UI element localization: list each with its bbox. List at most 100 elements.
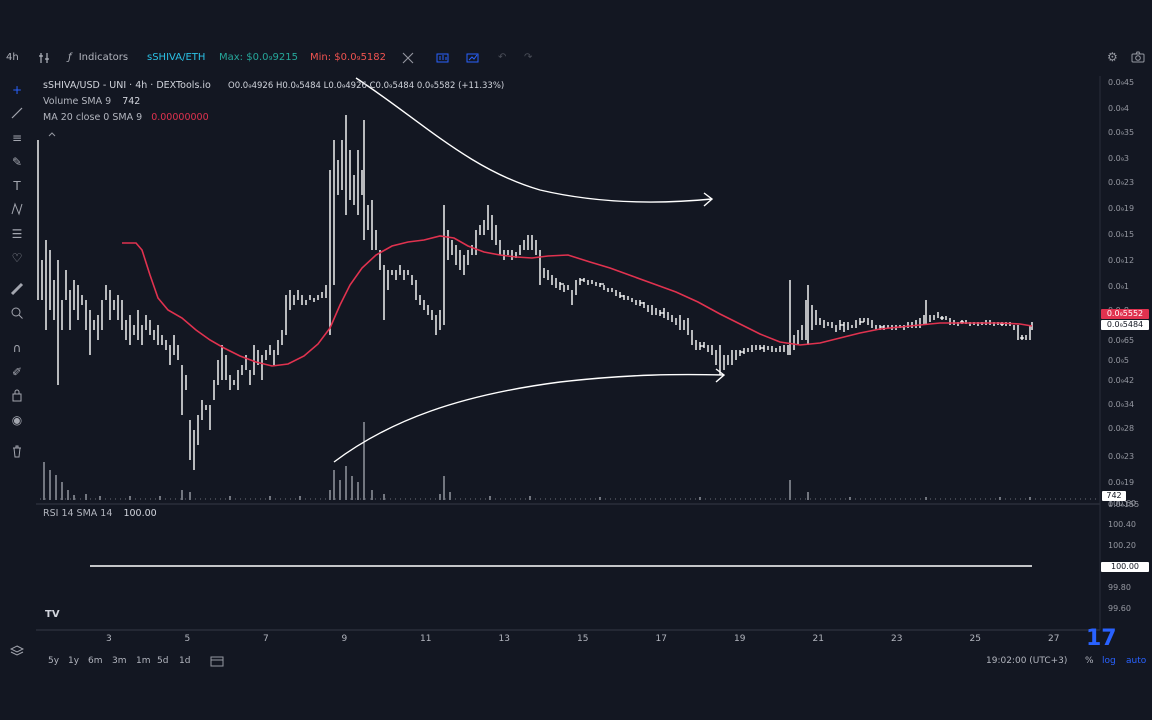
volume-bars: [43, 422, 1031, 500]
volume-label: Volume SMA 9: [43, 96, 112, 107]
time-axis-label: 25: [969, 634, 981, 644]
compare-icon[interactable]: [402, 52, 414, 67]
trash-icon[interactable]: [9, 444, 25, 460]
drawn-arrow-top-head: [703, 192, 714, 207]
price-axis-label: 0.0₉155: [1108, 500, 1140, 509]
drawing-toolbar: + ≡ ✎ T ☰ ♡ ∩ ✐ ◉: [0, 80, 34, 470]
time-axis-label: 5: [184, 634, 191, 644]
price-axis-label: 0.0₉5: [1108, 356, 1130, 365]
clock-time[interactable]: 19:02:00 (UTC+3): [986, 656, 1068, 666]
drawn-arrow-bottom: [333, 373, 725, 463]
low-value: L0.0₉4926: [323, 81, 367, 91]
top-toolbar: 4h ƒ Indicators sSHIVA/ETH Max: $0.0₉921…: [0, 46, 1152, 72]
max-price: Max: $0.0₉9215: [219, 52, 298, 63]
crosshair-icon[interactable]: +: [11, 83, 23, 97]
candles: [37, 115, 1033, 470]
ma-price-tag: 0.0₉5552: [1101, 309, 1149, 319]
lock-draw-icon[interactable]: ✐: [11, 365, 23, 379]
min-price: Min: $0.0₉5182: [310, 52, 387, 63]
price-axis-label: 0.0₉15: [1108, 230, 1135, 239]
range-button-1m[interactable]: 1m: [136, 656, 151, 666]
rsi-label: RSI 14 SMA 14: [43, 508, 113, 519]
log-toggle[interactable]: log: [1102, 656, 1116, 666]
heart-icon[interactable]: ♡: [11, 251, 23, 265]
pattern-icon[interactable]: [9, 202, 25, 218]
price-axis-label: 0.0₉65: [1108, 336, 1135, 345]
auto-toggle[interactable]: auto: [1126, 656, 1147, 666]
price-axis-label: 0.0₉45: [1108, 78, 1135, 87]
time-axis-label: 3: [106, 634, 112, 644]
ma-label: MA 20 close 0 SMA 9: [43, 112, 143, 123]
volume-tag: 742: [1102, 491, 1126, 501]
time-axis-label: 9: [341, 634, 348, 644]
range-button-3m[interactable]: 3m: [112, 656, 127, 666]
drawn-arrow-top: [355, 77, 713, 203]
line-chart-icon[interactable]: [466, 52, 479, 67]
time-axis-label: 15: [577, 634, 589, 644]
trendline-icon[interactable]: [9, 106, 25, 122]
eye-icon[interactable]: ◉: [11, 413, 23, 427]
ruler-icon[interactable]: [9, 282, 25, 298]
rsi-tag: 100.00: [1101, 562, 1149, 572]
moving-average-line: [122, 235, 1033, 367]
open-value: O0.0₉4926: [228, 81, 274, 91]
price-axis-label: 0.0₉42: [1108, 376, 1135, 385]
percent-toggle[interactable]: %: [1085, 656, 1094, 666]
text-icon[interactable]: T: [13, 179, 21, 193]
undo-icon[interactable]: ↶: [498, 52, 507, 63]
price-axis-label: 0.0₉35: [1108, 128, 1135, 137]
range-button-1d[interactable]: 1d: [179, 656, 191, 666]
volume-value: 742: [122, 96, 141, 107]
rsi-axis-label: 100.60: [1108, 499, 1136, 508]
rsi-axis-label: 99.80: [1108, 583, 1131, 592]
volume-legend: Volume SMA 9 742: [43, 96, 140, 107]
ohlc-values: O0.0₉4926 H0.0₉5484 L0.0₉4926 C0.0₉5484 …: [228, 81, 504, 91]
symbol-title: sSHIVA/USD - UNI · 4h · DEXTools.io: [43, 80, 211, 91]
price-axis-label: 0.0₉34: [1108, 400, 1135, 409]
price-axis-label: 0.0₉1: [1108, 282, 1130, 291]
layers-icon[interactable]: [9, 644, 25, 660]
drawn-arrow-bottom-head: [715, 368, 726, 383]
price-axis-label: 0.0₉28: [1108, 424, 1135, 433]
main-legend: sSHIVA/USD - UNI · 4h · DEXTools.io: [43, 80, 211, 91]
rsi-axis-label: 100.20: [1108, 541, 1136, 550]
forecast-icon[interactable]: ☰: [11, 227, 23, 241]
candles-icon[interactable]: [436, 52, 449, 67]
price-axis-label: 0.0₉4: [1108, 104, 1130, 113]
magnet-icon[interactable]: ∩: [12, 341, 22, 355]
fib-icon[interactable]: ≡: [11, 131, 23, 145]
price-axis-label: 0.0₉23: [1108, 178, 1135, 187]
bottom-toolbar: 5y 1y 6m 3m 1m 5d 1d 19:02:00 (UTC+3) % log au…: [0, 652, 1152, 672]
interval-button[interactable]: 4h: [6, 52, 19, 63]
time-axis-label: 21: [812, 634, 824, 644]
time-axis-label: 11: [420, 634, 432, 644]
ma-value: 0.00000000: [151, 112, 209, 123]
time-axis-label: 13: [498, 634, 510, 644]
candle-ticks: [560, 279, 1024, 353]
watermark-logo-icon: 17: [1086, 626, 1117, 651]
range-button-5d[interactable]: 5d: [157, 656, 169, 666]
rsi-axis-label: 100.40: [1108, 520, 1136, 529]
settings-icon[interactable]: ⚙: [1107, 50, 1118, 64]
redo-icon[interactable]: ↷: [524, 52, 533, 63]
rsi-legend: RSI 14 SMA 14 100.00: [43, 508, 157, 519]
ma-legend: MA 20 close 0 SMA 9 0.00000000: [43, 112, 209, 123]
chart-type-icon[interactable]: [38, 52, 50, 67]
change-value: 0.0₉5582 (+11.33%): [416, 81, 505, 91]
lock-icon[interactable]: [9, 388, 25, 404]
range-button-1y[interactable]: 1y: [68, 656, 80, 666]
close-value: C0.0₉5484: [369, 81, 415, 91]
time-axis-label: 19: [734, 634, 746, 644]
date-range-icon[interactable]: [210, 656, 224, 670]
range-button-6m[interactable]: 6m: [88, 656, 103, 666]
indicators-button[interactable]: ƒ Indicators: [68, 52, 128, 63]
rsi-value: 100.00: [123, 508, 157, 519]
collapse-legend-icon[interactable]: [48, 132, 56, 137]
last-price-tag: 0.0₉5484: [1101, 320, 1149, 330]
brush-icon[interactable]: ✎: [11, 155, 23, 169]
pair-button[interactable]: sSHIVA/ETH: [147, 52, 206, 63]
camera-icon[interactable]: [1131, 51, 1145, 66]
zoom-icon[interactable]: [9, 306, 25, 322]
range-button-5y[interactable]: 5y: [48, 656, 60, 666]
